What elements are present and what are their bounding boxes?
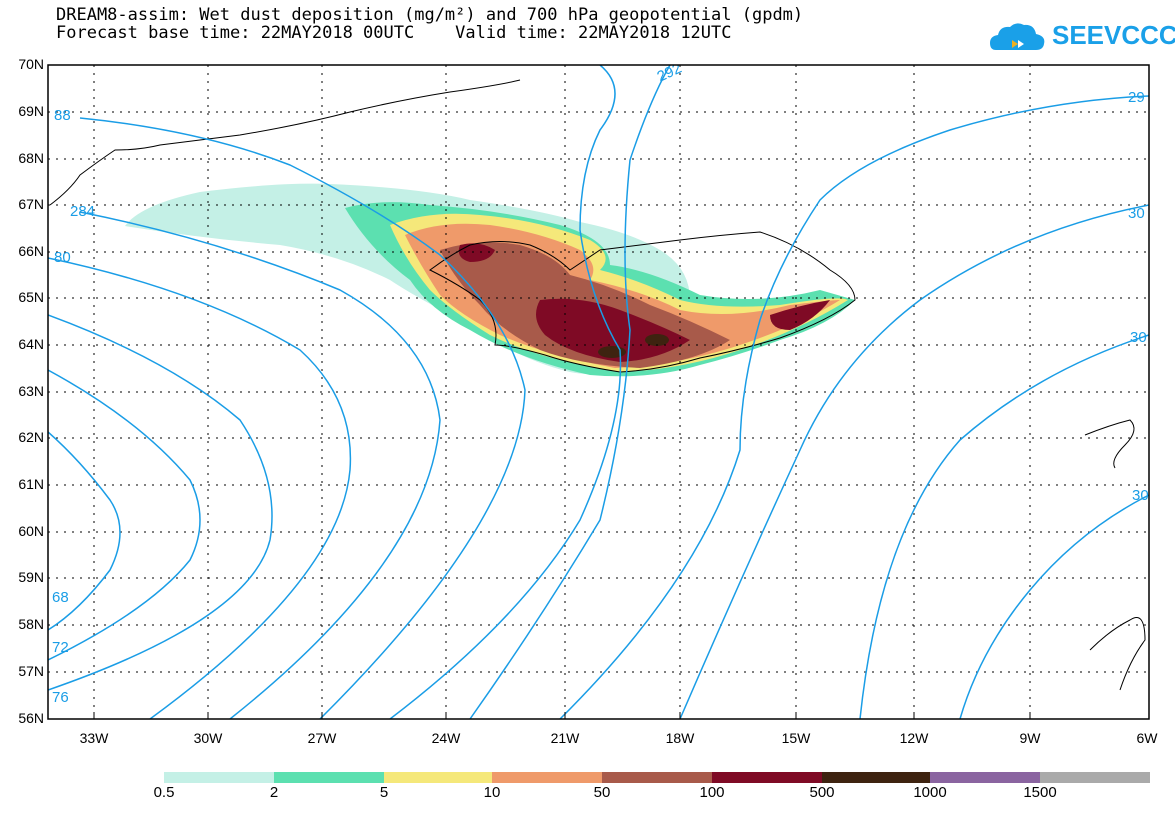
lat-label: 67N (18, 196, 44, 212)
lat-label: 59N (18, 569, 44, 585)
legend-swatch (602, 772, 712, 783)
legend-label: 0.5 (153, 784, 175, 801)
lat-label: 69N (18, 103, 44, 119)
coastline (49, 79, 1146, 691)
contour-label-68: 68 (52, 589, 69, 606)
legend-label: 1000 (913, 784, 947, 801)
contour-label-30b: 30 (1130, 329, 1147, 346)
map-title-line1: DREAM8-assim: Wet dust deposition (mg/m²… (56, 5, 804, 25)
lon-label: 24W (431, 730, 461, 746)
lon-label: 12W (899, 730, 929, 746)
contour-label-30c: 30 (1132, 487, 1149, 504)
lon-label: 21W (550, 730, 580, 746)
map-panel: 88 284 80 68 72 76 292 29 30 30 30 (47, 64, 1150, 720)
contour-label-29: 29 (1128, 89, 1145, 106)
lat-label: 62N (18, 429, 44, 445)
graticule (48, 65, 1149, 719)
lon-label: 27W (307, 730, 337, 746)
cloud-logo-icon (990, 23, 1045, 50)
legend-label: 50 (593, 784, 611, 801)
lon-label: 33W (79, 730, 109, 746)
dust-deposition-field (125, 183, 855, 377)
legend-swatch (492, 772, 602, 783)
lat-label: 65N (18, 289, 44, 305)
legend-label: 1500 (1023, 784, 1057, 801)
legend-label: 2 (269, 784, 279, 801)
lon-label: 6W (1136, 730, 1158, 746)
geopotential-contours (48, 65, 1149, 719)
lon-label: 9W (1019, 730, 1041, 746)
legend-label: 500 (809, 784, 835, 801)
legend-swatch (274, 772, 384, 783)
lat-label: 61N (18, 476, 44, 492)
lat-label: 70N (18, 56, 44, 72)
legend-label: 5 (379, 784, 389, 801)
legend-swatch (164, 772, 274, 783)
contour-labels: 88 284 80 68 72 76 292 29 30 30 30 (52, 65, 1149, 706)
lat-label: 56N (18, 710, 44, 726)
lat-label: 66N (18, 243, 44, 259)
legend-swatch (712, 772, 822, 783)
contour-label-30a: 30 (1128, 205, 1145, 222)
map-frame (47, 64, 1150, 720)
legend-label: 10 (483, 784, 501, 801)
lat-label: 63N (18, 383, 44, 399)
contour-label-284: 284 (70, 203, 95, 220)
lat-label: 58N (18, 616, 44, 632)
lat-label: 60N (18, 523, 44, 539)
legend-swatch (930, 772, 1040, 783)
legend-swatch (1040, 772, 1150, 783)
contour-label-76: 76 (52, 689, 69, 706)
lat-label: 68N (18, 150, 44, 166)
contour-label-80: 80 (54, 249, 71, 266)
lon-label: 15W (781, 730, 811, 746)
lat-label: 57N (18, 663, 44, 679)
legend-label: 100 (699, 784, 725, 801)
map-title-line2: Forecast base time: 22MAY2018 00UTC Vali… (56, 23, 732, 43)
logo-text: SEEVCCC (1052, 20, 1175, 50)
lon-label: 30W (193, 730, 223, 746)
contour-label-72: 72 (52, 639, 69, 656)
legend-swatch (384, 772, 492, 783)
contour-label-88: 88 (54, 107, 71, 124)
legend-swatch (822, 772, 930, 783)
lon-label: 18W (665, 730, 695, 746)
lat-label: 64N (18, 336, 44, 352)
